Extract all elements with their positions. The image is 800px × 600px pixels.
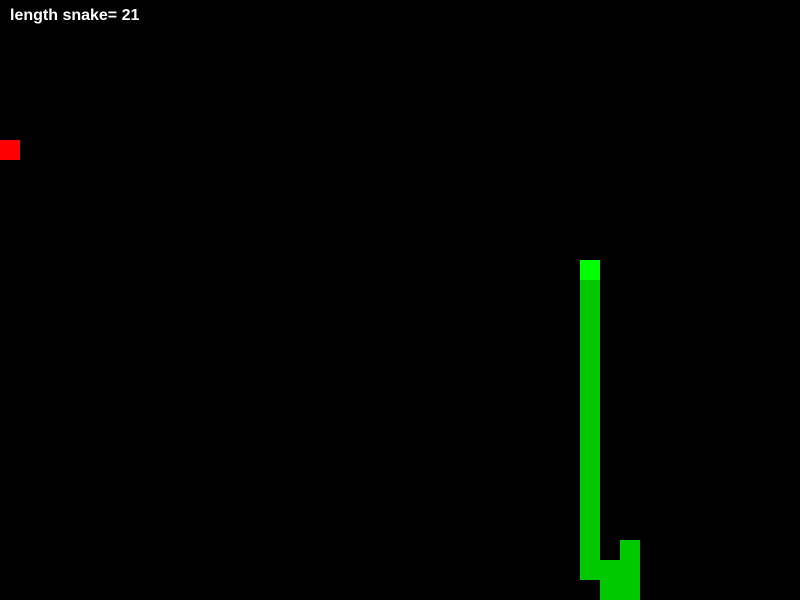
snake-segment (600, 560, 620, 580)
snake-segment (580, 440, 600, 460)
snake-segment (620, 540, 640, 560)
snake-segment (580, 540, 600, 560)
snake-segment (580, 560, 600, 580)
snake-segment (580, 360, 600, 380)
snake-segment (580, 420, 600, 440)
snake-segment (580, 340, 600, 360)
snake-segment (620, 560, 640, 580)
snake-segment (580, 520, 600, 540)
snake-segment (580, 400, 600, 420)
snake-segment (580, 380, 600, 400)
snake-segment (580, 480, 600, 500)
food-apple (0, 140, 20, 160)
snake-segment (580, 280, 600, 300)
snake-length-score: length snake= 21 (10, 7, 140, 24)
snake-segment (580, 320, 600, 340)
snake-segment (580, 300, 600, 320)
snake-segment (620, 580, 640, 600)
snake-segment (580, 500, 600, 520)
snake-head (580, 260, 600, 280)
snake-segment (580, 460, 600, 480)
snake-segment (600, 580, 620, 600)
